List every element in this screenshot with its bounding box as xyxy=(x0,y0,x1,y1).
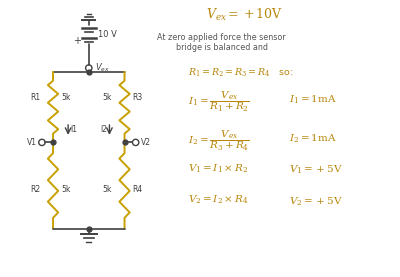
Text: +: + xyxy=(73,36,81,46)
Text: $V_{ex}$: $V_{ex}$ xyxy=(95,62,110,74)
Text: $I_2 = \dfrac{V_{ex}}{R_3+R_4}$: $I_2 = \dfrac{V_{ex}}{R_3+R_4}$ xyxy=(188,129,250,153)
Text: $I_1 = \dfrac{V_{ex}}{R_1+R_2}$: $I_1 = \dfrac{V_{ex}}{R_1+R_2}$ xyxy=(188,89,250,114)
Text: 10 V: 10 V xyxy=(98,30,116,39)
Text: I1: I1 xyxy=(70,125,78,134)
Text: R1: R1 xyxy=(30,93,40,102)
Text: $I_1 = 1\mathrm{mA}$: $I_1 = 1\mathrm{mA}$ xyxy=(289,93,337,106)
Text: 5k: 5k xyxy=(61,185,70,194)
Text: V2: V2 xyxy=(141,138,151,147)
Text: $R_1 = R_2 = R_3 = R_4$   so:: $R_1 = R_2 = R_3 = R_4$ so: xyxy=(188,66,293,78)
Text: I2: I2 xyxy=(100,125,107,134)
Text: 5k: 5k xyxy=(102,93,112,102)
Text: R4: R4 xyxy=(132,185,143,194)
Text: V1: V1 xyxy=(27,138,37,147)
Text: $V_{ex} = +10\mathrm{V}$: $V_{ex} = +10\mathrm{V}$ xyxy=(206,7,283,23)
Text: R3: R3 xyxy=(132,93,143,102)
Text: $V_1 = +5\mathrm{V}$: $V_1 = +5\mathrm{V}$ xyxy=(289,164,343,176)
Text: $V_2 = I_2 \times R_4$: $V_2 = I_2 \times R_4$ xyxy=(188,193,249,206)
Text: At zero applied force the sensor
bridge is balanced and: At zero applied force the sensor bridge … xyxy=(158,33,286,52)
Text: $I_2 = 1\mathrm{mA}$: $I_2 = 1\mathrm{mA}$ xyxy=(289,133,337,145)
Text: R2: R2 xyxy=(30,185,40,194)
Text: $V_1 = I_1 \times R_2$: $V_1 = I_1 \times R_2$ xyxy=(188,162,248,175)
Text: 5k: 5k xyxy=(102,185,112,194)
Text: $V_2 = +5\mathrm{V}$: $V_2 = +5\mathrm{V}$ xyxy=(289,195,343,208)
Text: 5k: 5k xyxy=(61,93,70,102)
